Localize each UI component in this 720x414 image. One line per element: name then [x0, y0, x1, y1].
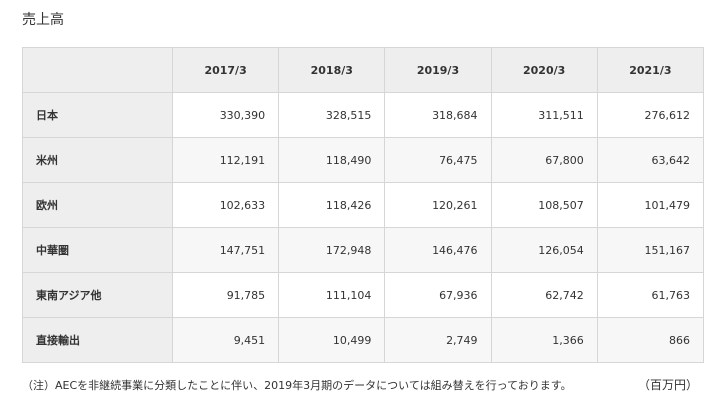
- table-cell: 276,612: [596, 92, 705, 138]
- unit-label: （百万円）: [637, 378, 698, 392]
- row-label: 日本: [22, 92, 173, 138]
- table-cell: 111,104: [278, 272, 386, 318]
- table-cell: 9,451: [171, 317, 280, 363]
- table-cell: 76,475: [384, 137, 492, 183]
- table-cell: 67,936: [384, 272, 492, 318]
- table-cell: 91,785: [171, 272, 280, 318]
- table-cell: 101,479: [596, 182, 705, 228]
- table-cell: 318,684: [384, 92, 492, 138]
- table-cell: 1,366: [490, 317, 598, 363]
- table-cell: 147,751: [171, 227, 280, 273]
- table-row: 東南アジア他 91,785 111,104 67,936 62,742 61,7…: [22, 272, 705, 318]
- row-label: 東南アジア他: [22, 272, 173, 318]
- table-corner-cell: [22, 47, 173, 93]
- column-header: 2017/3: [171, 47, 280, 93]
- column-header: 2018/3: [278, 47, 386, 93]
- table-cell: 108,507: [490, 182, 598, 228]
- table-row: 米州 112,191 118,490 76,475 67,800 63,642: [22, 137, 705, 183]
- table-header-row: 2017/3 2018/3 2019/3 2020/3 2021/3: [22, 47, 705, 93]
- footnote: （注）AECを非継続事業に分類したことに伴い、2019年3月期のデータについては…: [22, 379, 572, 392]
- table-row: 直接輸出 9,451 10,499 2,749 1,366 866: [22, 317, 705, 363]
- table-cell: 172,948: [278, 227, 386, 273]
- table-row: 中華圏 147,751 172,948 146,476 126,054 151,…: [22, 227, 705, 273]
- row-label: 欧州: [22, 182, 173, 228]
- column-header: 2021/3: [596, 47, 705, 93]
- sales-table: 2017/3 2018/3 2019/3 2020/3 2021/3 日本 33…: [22, 47, 705, 363]
- table-cell: 61,763: [596, 272, 705, 318]
- table-cell: 2,749: [384, 317, 492, 363]
- column-header: 2019/3: [384, 47, 492, 93]
- row-label: 米州: [22, 137, 173, 183]
- row-label: 直接輸出: [22, 317, 173, 363]
- table-cell: 67,800: [490, 137, 598, 183]
- table-cell: 120,261: [384, 182, 492, 228]
- column-header: 2020/3: [490, 47, 598, 93]
- table-cell: 112,191: [171, 137, 280, 183]
- table-row: 日本 330,390 328,515 318,684 311,511 276,6…: [22, 92, 705, 138]
- table-cell: 62,742: [490, 272, 598, 318]
- row-label: 中華圏: [22, 227, 173, 273]
- table-cell: 118,426: [278, 182, 386, 228]
- table-cell: 866: [596, 317, 705, 363]
- table-cell: 102,633: [171, 182, 280, 228]
- table-cell: 63,642: [596, 137, 705, 183]
- page-title: 売上高: [22, 12, 64, 28]
- table-cell: 311,511: [490, 92, 598, 138]
- table-row: 欧州 102,633 118,426 120,261 108,507 101,4…: [22, 182, 705, 228]
- table-cell: 146,476: [384, 227, 492, 273]
- table-cell: 10,499: [278, 317, 386, 363]
- table-cell: 118,490: [278, 137, 386, 183]
- table-cell: 330,390: [171, 92, 280, 138]
- table-cell: 328,515: [278, 92, 386, 138]
- table-cell: 151,167: [596, 227, 705, 273]
- table-cell: 126,054: [490, 227, 598, 273]
